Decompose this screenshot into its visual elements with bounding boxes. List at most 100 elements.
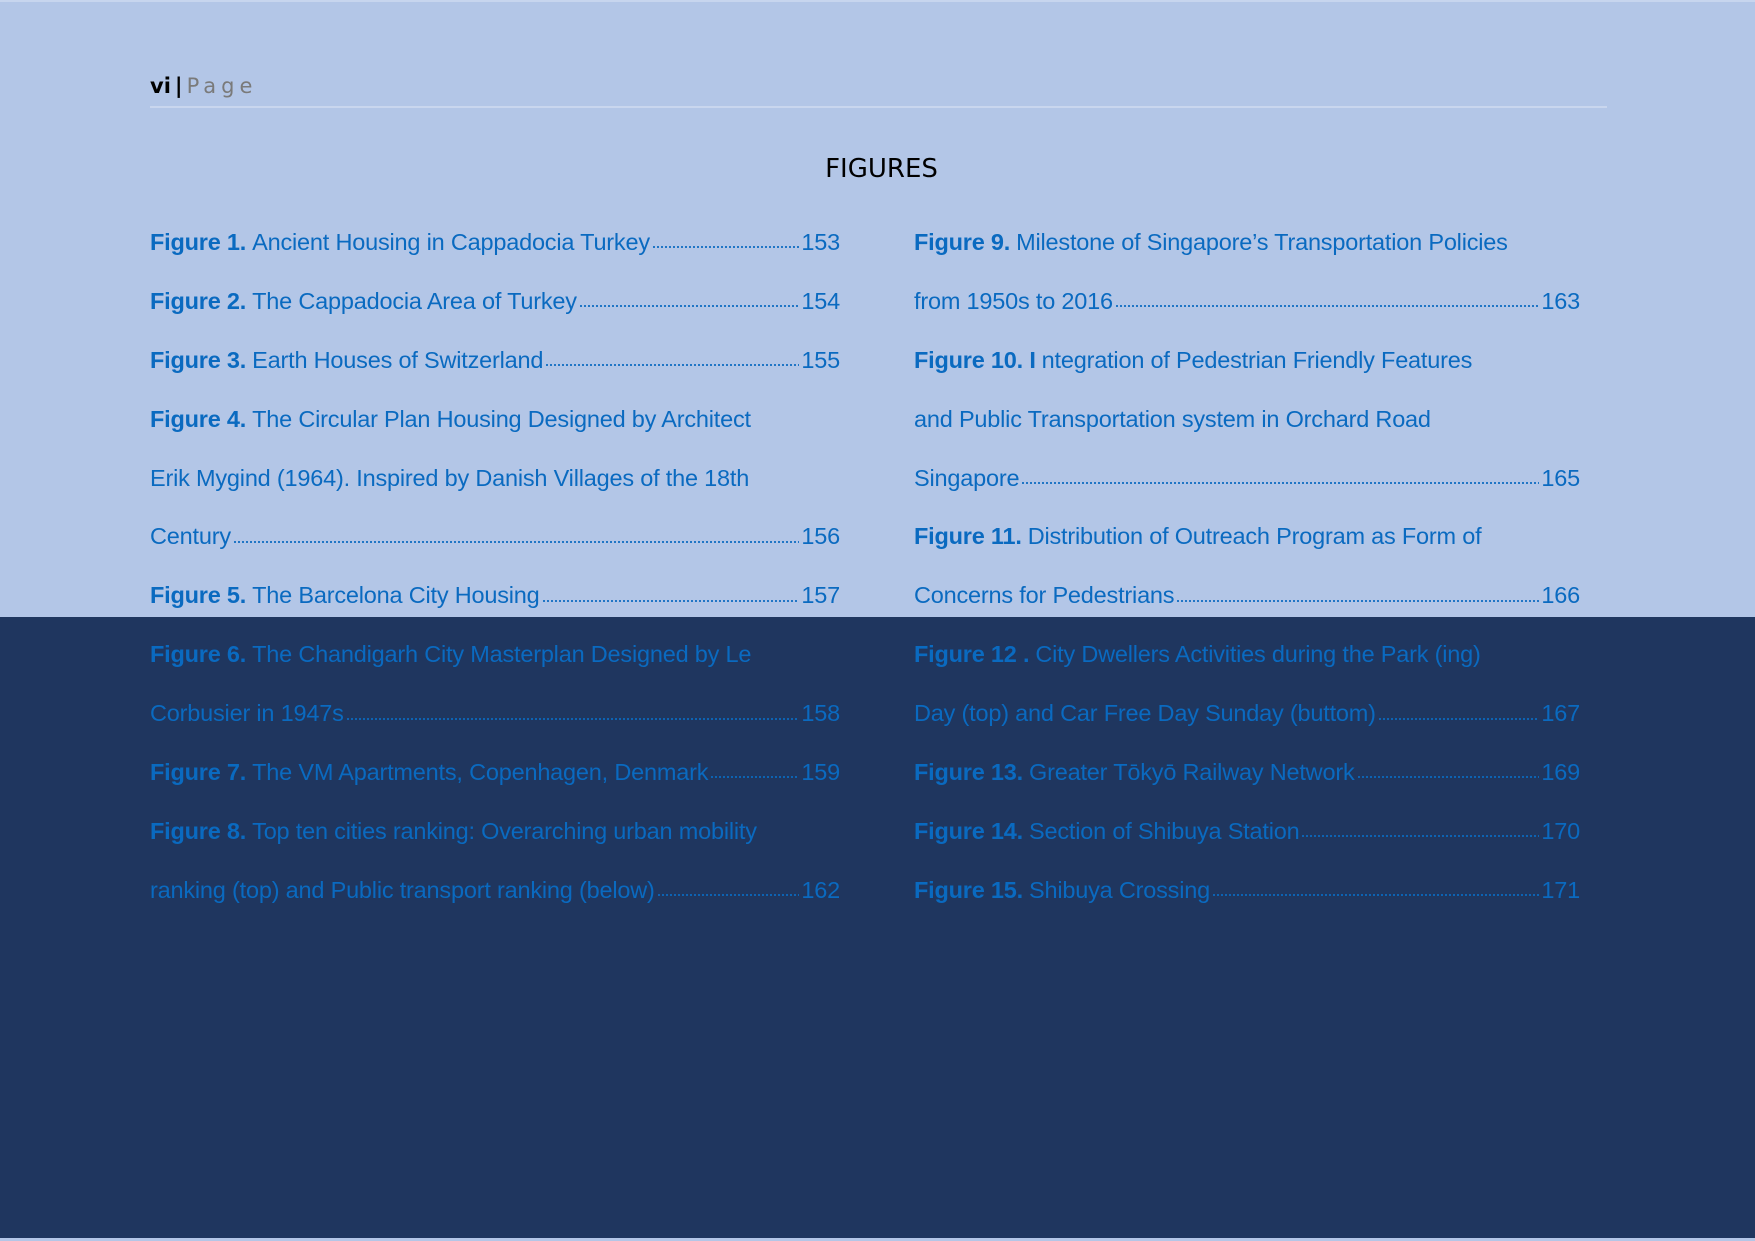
figure-entry-line[interactable]: Figure 8. Top ten cities ranking: Overarc…: [150, 802, 840, 861]
figure-caption: ranking (top) and Public transport ranki…: [150, 876, 655, 903]
figure-entry[interactable]: Figure 12 . City Dwellers Activities duri…: [914, 625, 1580, 743]
figure-entry[interactable]: Figure 15. Shibuya Crossing 171: [914, 861, 1580, 920]
figure-caption: Section of Shibuya Station: [1029, 817, 1300, 844]
figure-entry[interactable]: Figure 4. The Circular Plan Housing Desig…: [150, 390, 840, 567]
page-reference[interactable]: 167: [1541, 700, 1580, 727]
figure-entry-line[interactable]: Singapore 165: [914, 449, 1580, 508]
figure-entry-line[interactable]: Figure 7. The VM Apartments, Copenhagen, …: [150, 743, 840, 802]
figure-caption: The Circular Plan Housing Designed by Ar…: [252, 405, 751, 432]
figure-entry-line[interactable]: Century 156: [150, 507, 840, 566]
figure-label: Figure 13.: [914, 758, 1024, 785]
figure-label: Figure 9.: [914, 228, 1011, 255]
page-title: FIGURES: [825, 154, 938, 184]
page-reference[interactable]: 163: [1541, 287, 1580, 314]
figure-label: Figure 5.: [150, 582, 247, 609]
page-header: vi | Page: [150, 74, 257, 98]
figure-entry[interactable]: Figure 6. The Chandigarh City Masterplan …: [150, 625, 840, 743]
figure-caption: Milestone of Singapore’s Transportation …: [1016, 228, 1508, 255]
figure-caption: Century: [150, 523, 231, 550]
dot-leader: [1356, 775, 1540, 780]
figure-caption: Shibuya Crossing: [1029, 876, 1210, 903]
figure-caption: The Cappadocia Area of Turkey: [252, 287, 577, 314]
figure-entry-line[interactable]: Figure 1. Ancient Housing in Cappadocia T…: [150, 213, 840, 272]
figure-caption: ntegration of Pedestrian Friendly Featur…: [1041, 346, 1473, 373]
figure-entry-line[interactable]: Corbusier in 1947s 158: [150, 684, 840, 743]
figure-caption: City Dwellers Activities during the Park…: [1035, 641, 1481, 668]
figure-entry[interactable]: Figure 7. The VM Apartments, Copenhagen, …: [150, 743, 840, 802]
dot-leader: [345, 716, 800, 721]
figure-entry-line[interactable]: Figure 14. Section of Shibuya Station 170: [914, 802, 1580, 861]
page-reference[interactable]: 154: [801, 287, 840, 314]
page-reference[interactable]: 171: [1541, 876, 1580, 903]
figure-entry[interactable]: Figure 13. Greater Tōkyō Railway Network 1…: [914, 743, 1580, 802]
header-separator: |: [174, 74, 183, 98]
figure-entry[interactable]: Figure 9. Milestone of Singapore’s Transp…: [914, 213, 1580, 331]
dot-leader: [1301, 834, 1540, 839]
figure-entry-line[interactable]: Figure 12 . City Dwellers Activities duri…: [914, 625, 1580, 684]
figure-entry-line[interactable]: Figure 6. The Chandigarh City Masterplan …: [150, 625, 840, 684]
page-reference[interactable]: 162: [801, 876, 840, 903]
figure-label: Figure 14.: [914, 817, 1024, 844]
page-word: Page: [186, 74, 258, 98]
figure-entry-line[interactable]: Figure 4. The Circular Plan Housing Desig…: [150, 390, 840, 449]
figure-label: Figure 3.: [150, 346, 247, 373]
page-number: vi: [150, 74, 171, 98]
figure-entry-line[interactable]: Figure 11. Distribution of Outreach Progr…: [914, 507, 1580, 566]
dot-leader: [541, 598, 800, 603]
figure-entry[interactable]: Figure 2. The Cappadocia Area of Turkey 15…: [150, 272, 840, 331]
figure-caption: from 1950s to 2016: [914, 287, 1113, 314]
figure-entry-line[interactable]: from 1950s to 2016 163: [914, 272, 1580, 331]
page-reference[interactable]: 158: [801, 700, 840, 727]
figure-entry[interactable]: Figure 8. Top ten cities ranking: Overarc…: [150, 802, 840, 920]
figure-entry[interactable]: Figure 5. The Barcelona City Housing 157: [150, 566, 840, 625]
page-reference[interactable]: 166: [1541, 582, 1580, 609]
figure-entry-line[interactable]: and Public Transportation system in Orch…: [914, 390, 1580, 449]
dot-leader: [232, 539, 800, 544]
figure-caption: Ancient Housing in Cappadocia Turkey: [252, 228, 650, 255]
figure-entry-line[interactable]: Figure 13. Greater Tōkyō Railway Network 1…: [914, 743, 1580, 802]
dot-leader: [1212, 893, 1540, 898]
page-reference[interactable]: 159: [801, 758, 840, 785]
page-reference[interactable]: 157: [801, 582, 840, 609]
page-reference[interactable]: 156: [801, 523, 840, 550]
figure-entry-line[interactable]: Concerns for Pedestrians 166: [914, 566, 1580, 625]
figure-entry-line[interactable]: Figure 2. The Cappadocia Area of Turkey 15…: [150, 272, 840, 331]
figure-entry[interactable]: Figure 3. Earth Houses of Switzerland 155: [150, 331, 840, 390]
figure-label: Figure 4.: [150, 405, 247, 432]
dot-leader: [1176, 598, 1540, 603]
dot-leader: [710, 775, 800, 780]
page-reference[interactable]: 155: [801, 346, 840, 373]
figure-entry-line[interactable]: ranking (top) and Public transport ranki…: [150, 861, 840, 920]
figure-entry-line[interactable]: Figure 3. Earth Houses of Switzerland 155: [150, 331, 840, 390]
dot-leader: [1114, 304, 1540, 309]
header-rule: [150, 106, 1607, 108]
figure-entry[interactable]: Figure 14. Section of Shibuya Station 170: [914, 802, 1580, 861]
figures-list-right: Figure 9. Milestone of Singapore’s Transp…: [914, 213, 1580, 920]
figure-entry-line[interactable]: Figure 5. The Barcelona City Housing 157: [150, 566, 840, 625]
page-reference[interactable]: 165: [1541, 464, 1580, 491]
dot-leader: [545, 363, 800, 368]
figure-entry-line[interactable]: Day (top) and Car Free Day Sunday (butto…: [914, 684, 1580, 743]
figure-label: Figure 11.: [914, 523, 1022, 550]
page-reference[interactable]: 169: [1541, 758, 1580, 785]
figure-entry-line[interactable]: Erik Mygind (1964). Inspired by Danish V…: [150, 449, 840, 508]
figure-caption: Earth Houses of Switzerland: [252, 346, 544, 373]
figure-label: Figure 12 .: [914, 641, 1030, 668]
dot-leader: [1021, 481, 1540, 485]
dot-leader: [656, 893, 800, 898]
page-reference[interactable]: 170: [1541, 817, 1580, 844]
figure-label: Figure 6.: [150, 641, 247, 668]
figure-entry[interactable]: Figure 11. Distribution of Outreach Progr…: [914, 507, 1580, 625]
figure-entry[interactable]: Figure 1. Ancient Housing in Cappadocia T…: [150, 213, 840, 272]
figure-caption: The Chandigarh City Masterplan Designed …: [252, 641, 752, 668]
page-reference[interactable]: 153: [801, 228, 840, 255]
figure-caption: Top ten cities ranking: Overarching urba…: [252, 817, 757, 844]
figure-entry-line[interactable]: Figure 9. Milestone of Singapore’s Transp…: [914, 213, 1580, 272]
figure-caption: Day (top) and Car Free Day Sunday (butto…: [914, 700, 1376, 727]
figure-caption: Concerns for Pedestrians: [914, 582, 1175, 609]
figure-label: Figure 7.: [150, 758, 247, 785]
figure-entry-line[interactable]: Figure 15. Shibuya Crossing 171: [914, 861, 1580, 920]
figure-caption: Greater Tōkyō Railway Network: [1029, 758, 1355, 785]
